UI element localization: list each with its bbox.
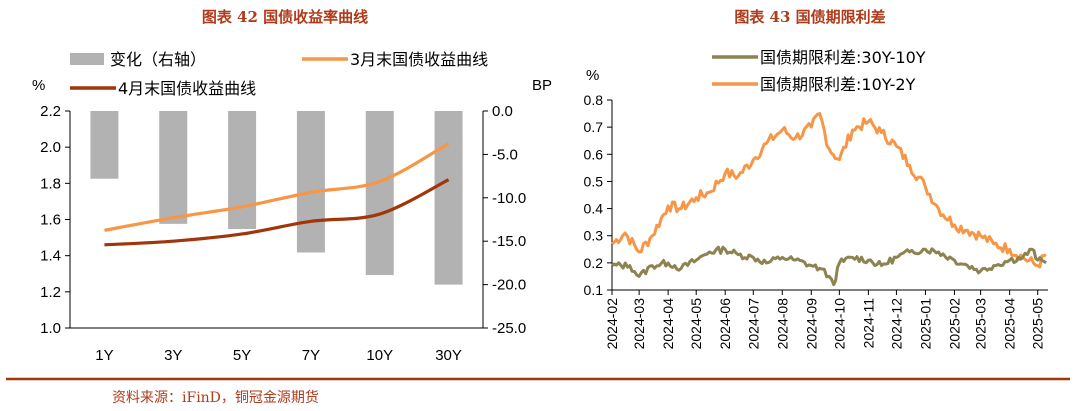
spread-x-tick-label: 2024-02	[604, 298, 620, 350]
spread-y-tick-label: 0.1	[584, 282, 604, 298]
left-tick-label: 2.2	[40, 103, 61, 120]
right-tick-label: -25.0	[492, 320, 526, 337]
change-bar	[228, 111, 257, 230]
spread-x-tick-label: 2024-10	[831, 298, 847, 350]
spread-y-tick-label: 0.5	[584, 173, 604, 189]
spread-y-tick-label: 0.7	[584, 119, 604, 135]
left-tick-label: 1.0	[40, 320, 61, 337]
spread-x-tick-label: 2024-08	[774, 298, 790, 350]
march-yield-line	[104, 142, 450, 232]
category-label: 7Y	[302, 347, 320, 364]
left-tick-label: 1.6	[40, 212, 61, 229]
term-spread-axes: 0.1 0.2 0.3 0.4 0.5 0.6 0.7 0.8 2024-02 2024-03 20…	[584, 92, 1048, 349]
spread-x-tick-label: 2024-04	[660, 298, 676, 350]
category-label: 10Y	[366, 347, 393, 364]
spread-x-tick-label: 2024-07	[745, 298, 761, 350]
yield-curve-legend: 变化（右轴） 3月末国债收益曲线 4月末国债收益曲线	[70, 50, 488, 98]
left-tick-label: 2.0	[40, 139, 61, 156]
legend-label-change: 变化（右轴）	[110, 50, 206, 69]
term-spread-chart: 图表 43 国债期限利差 0.1 0.2 0.3 0.4 0.5 0.6 0.7 0.8 202…	[584, 8, 1048, 349]
right-tick-label: 0.0	[492, 103, 513, 120]
spread-x-tick-label: 2025-03	[973, 298, 989, 350]
spread-x-tick-label: 2025-05	[1030, 298, 1046, 350]
legend-label-march: 3月末国债收益曲线	[350, 50, 488, 69]
change-bar	[365, 111, 394, 276]
term-spread-axis-unit: %	[586, 67, 599, 84]
spread-10y-2y-line	[611, 112, 1047, 269]
yield-change-bars	[90, 111, 463, 285]
spread-x-tick-label: 2025-01	[917, 298, 933, 350]
category-label: 3Y	[164, 347, 182, 364]
spread-x-tick-label: 2024-09	[803, 298, 819, 350]
spread-x-tick-label: 2024-06	[717, 298, 733, 350]
left-axis-unit: %	[32, 77, 45, 94]
right-tick-label: -20.0	[492, 277, 526, 294]
left-tick-label: 1.4	[40, 248, 61, 265]
category-label: 1Y	[95, 347, 113, 364]
change-bar	[434, 111, 463, 285]
category-label: 5Y	[233, 347, 251, 364]
april-yield-line	[104, 178, 450, 247]
change-bar	[90, 111, 119, 179]
yield-curve-chart-title: 图表 42 国债收益率曲线	[202, 8, 368, 26]
spread-30y-10y-line	[611, 245, 1047, 287]
spread-y-tick-label: 0.8	[584, 92, 604, 108]
legend-label-april: 4月末国债收益曲线	[118, 79, 256, 98]
spread-x-tick-label: 2025-04	[1002, 298, 1018, 350]
yield-curve-lines	[104, 142, 450, 247]
term-spread-legend: 国债期限利差:30Y-10Y 国债期限利差:10Y-2Y	[712, 48, 926, 94]
spread-x-tick-label: 2024-05	[688, 298, 704, 350]
change-bar	[159, 111, 188, 224]
spread-x-tick-label: 2024-12	[888, 298, 904, 350]
right-tick-label: -15.0	[492, 233, 526, 250]
spread-y-tick-label: 0.6	[584, 146, 604, 162]
spread-x-tick-label: 2024-11	[860, 298, 876, 349]
right-tick-label: -10.0	[492, 190, 526, 207]
spread-y-tick-label: 0.4	[584, 201, 604, 217]
yield-curve-chart: 图表 42 国债收益率曲线 1.0 1.2 1.4 1.6 1.8 2.0 2.2 -25.0…	[32, 8, 552, 364]
right-axis-unit: BP	[532, 77, 552, 94]
spread-y-tick-label: 0.3	[584, 228, 604, 244]
yield-curve-axes: 1.0 1.2 1.4 1.6 1.8 2.0 2.2 -25.0 -20.0 -15.0 -10.…	[40, 103, 526, 364]
spread-y-tick-label: 0.2	[584, 255, 604, 271]
spread-x-tick-label: 2025-02	[946, 298, 962, 350]
source-note: 资料来源：iFinD，铜冠金源期货	[112, 389, 319, 406]
spread-x-tick-label: 2024-03	[631, 298, 647, 350]
category-label: 30Y	[435, 347, 462, 364]
term-spread-chart-title: 图表 43 国债期限利差	[734, 8, 885, 26]
term-spread-lines	[611, 112, 1047, 287]
left-tick-label: 1.2	[40, 284, 61, 301]
legend-label-10y-2y: 国债期限利差:10Y-2Y	[760, 75, 916, 94]
legend-swatch-bar	[70, 53, 104, 65]
right-tick-label: -5.0	[492, 146, 518, 163]
change-bar	[296, 111, 325, 253]
legend-label-30y-10y: 国债期限利差:30Y-10Y	[760, 48, 926, 67]
left-tick-label: 1.8	[40, 175, 61, 192]
